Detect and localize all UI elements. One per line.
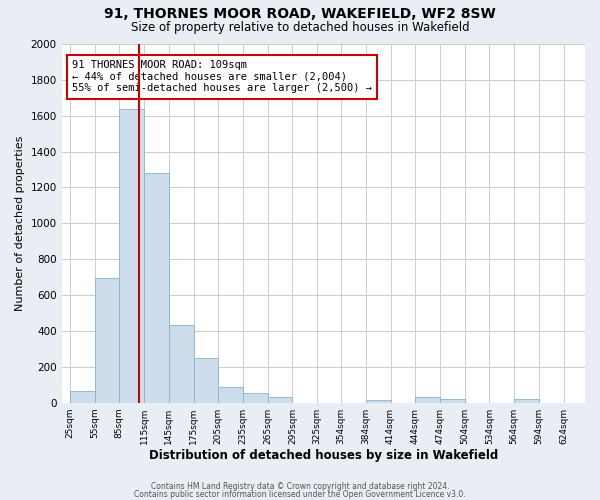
Bar — [440, 399, 464, 402]
Bar — [243, 394, 268, 402]
Bar — [514, 399, 539, 402]
Text: Contains HM Land Registry data © Crown copyright and database right 2024.: Contains HM Land Registry data © Crown c… — [151, 482, 449, 491]
Bar — [366, 400, 391, 402]
Y-axis label: Number of detached properties: Number of detached properties — [15, 136, 25, 311]
Text: 91, THORNES MOOR ROAD, WAKEFIELD, WF2 8SW: 91, THORNES MOOR ROAD, WAKEFIELD, WF2 8S… — [104, 8, 496, 22]
Bar — [194, 358, 218, 403]
Bar — [119, 110, 144, 403]
Bar — [415, 398, 440, 402]
Bar — [95, 278, 119, 402]
Text: Size of property relative to detached houses in Wakefield: Size of property relative to detached ho… — [131, 21, 469, 34]
Text: 91 THORNES MOOR ROAD: 109sqm
← 44% of detached houses are smaller (2,004)
55% of: 91 THORNES MOOR ROAD: 109sqm ← 44% of de… — [72, 60, 372, 94]
Text: Contains public sector information licensed under the Open Government Licence v3: Contains public sector information licen… — [134, 490, 466, 499]
Bar — [169, 324, 194, 402]
Bar — [70, 391, 95, 402]
Bar — [144, 173, 169, 402]
Bar — [218, 386, 243, 402]
Bar — [268, 398, 292, 402]
X-axis label: Distribution of detached houses by size in Wakefield: Distribution of detached houses by size … — [149, 450, 498, 462]
